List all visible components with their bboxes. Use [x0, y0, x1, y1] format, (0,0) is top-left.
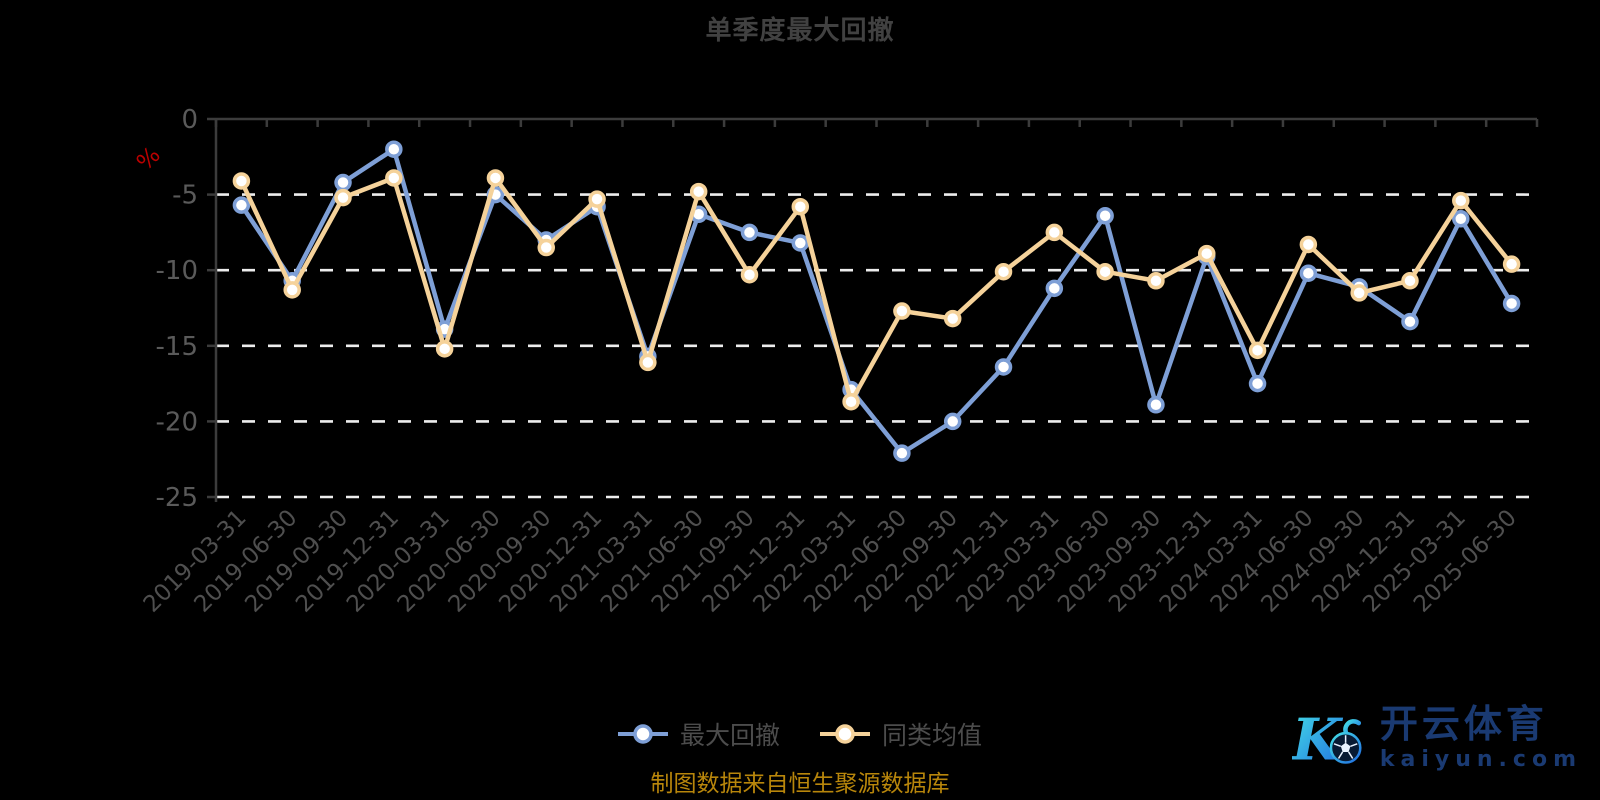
y-axis-tick-label: -5 [172, 181, 198, 211]
legend: 最大回撤 同类均值 [0, 716, 1600, 752]
data-point-marker[interactable] [486, 169, 505, 187]
data-point-marker[interactable] [1299, 235, 1318, 254]
data-point-marker[interactable] [893, 444, 911, 462]
data-point-marker[interactable] [842, 392, 860, 411]
data-point-marker[interactable] [334, 173, 352, 192]
kaiyun-logo-mark: K [1292, 707, 1362, 773]
data-point-marker[interactable] [435, 340, 454, 358]
data-point-marker[interactable] [1299, 264, 1318, 282]
data-point-marker[interactable] [1248, 341, 1267, 360]
data-point-marker[interactable] [1147, 272, 1165, 290]
data-point-marker[interactable] [1401, 272, 1419, 290]
kaiyun-domain: kaiyun.com [1379, 747, 1582, 773]
y-axis-tick-label: 0 [181, 105, 198, 135]
kaiyun-logo-text: 开云体育 kaiyun.com [1379, 701, 1582, 773]
data-point-marker[interactable] [385, 169, 403, 187]
kaiyun-logo[interactable]: K 开云体育 kaiyun.com [1292, 682, 1582, 794]
data-point-marker[interactable] [943, 309, 962, 328]
data-point-marker[interactable] [1502, 294, 1521, 313]
y-axis-tick-label: -10 [156, 256, 198, 286]
line-series-icon [617, 724, 668, 744]
series-line [239, 175, 1514, 404]
y-axis-tick-label: -15 [156, 332, 198, 362]
series-line [239, 146, 1514, 456]
data-point-marker[interactable] [283, 281, 301, 299]
data-point-marker[interactable] [537, 238, 555, 257]
data-point-marker[interactable] [1502, 255, 1521, 273]
data-point-marker[interactable] [1401, 312, 1419, 331]
soccer-ball-icon [1329, 731, 1362, 764]
data-point-marker[interactable] [1452, 191, 1470, 210]
y-axis-tick-label: -20 [156, 407, 198, 437]
data-point-marker[interactable] [689, 182, 708, 201]
data-point-marker[interactable] [232, 172, 251, 190]
data-point-marker[interactable] [791, 197, 810, 216]
legend-label-category-average: 同类均值 [882, 721, 983, 750]
y-axis-tick-label: -25 [156, 483, 198, 513]
page-title: 单季度最大回撤 [705, 16, 895, 46]
line-series-icon [820, 724, 870, 744]
data-point-marker[interactable] [1147, 396, 1165, 414]
line-chart: 0-5-10-15-20-252019-03-312019-06-302019-… [139, 105, 1539, 618]
data-point-marker[interactable] [791, 234, 810, 252]
data-point-marker[interactable] [1248, 374, 1267, 393]
data-point-marker[interactable] [740, 223, 759, 242]
data-point-marker[interactable] [639, 353, 657, 372]
data-point-marker[interactable] [994, 262, 1013, 281]
legend-item-category-average[interactable]: 同类均值 [820, 716, 982, 752]
data-source-note: 制图数据来自恒生聚源数据库 [650, 771, 950, 797]
data-point-marker[interactable] [1045, 223, 1064, 242]
data-point-marker[interactable] [943, 412, 962, 431]
data-point-marker[interactable] [1096, 207, 1114, 225]
data-point-marker[interactable] [1198, 244, 1216, 263]
data-point-marker[interactable] [1096, 262, 1114, 281]
data-point-marker[interactable] [1045, 279, 1064, 298]
kaiyun-brand-name: 开云体育 [1379, 701, 1548, 746]
data-point-marker[interactable] [1350, 284, 1368, 302]
legend-label-max-drawdown: 最大回撤 [679, 721, 780, 750]
data-point-marker[interactable] [994, 358, 1013, 376]
data-point-marker[interactable] [588, 190, 606, 208]
data-point-marker[interactable] [232, 196, 251, 214]
legend-item-max-drawdown[interactable]: 最大回撤 [617, 716, 780, 752]
data-point-marker[interactable] [334, 188, 352, 207]
data-point-marker[interactable] [740, 265, 759, 284]
data-point-marker[interactable] [893, 302, 911, 320]
data-point-marker[interactable] [1452, 210, 1470, 228]
data-point-marker[interactable] [385, 140, 403, 158]
